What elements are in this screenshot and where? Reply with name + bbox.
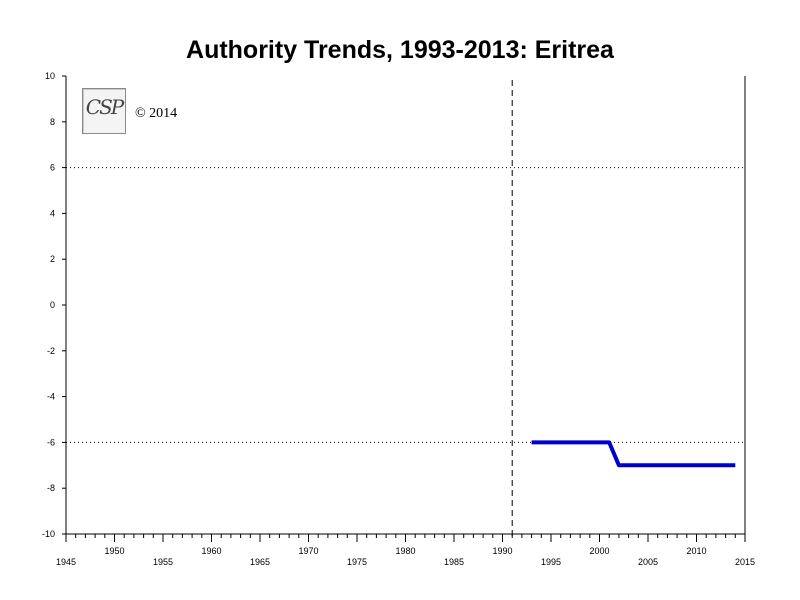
csp-logo: CSP bbox=[82, 88, 126, 134]
y-tick-label: 8 bbox=[50, 117, 55, 127]
y-tick-label: -4 bbox=[47, 392, 55, 402]
x-tick-label: 2015 bbox=[735, 557, 755, 567]
chart-title: Authority Trends, 1993-2013: Eritrea bbox=[186, 36, 614, 64]
x-tick-label: 1980 bbox=[395, 546, 415, 556]
x-tick-label: 2000 bbox=[589, 546, 609, 556]
x-tick-label: 1970 bbox=[298, 546, 318, 556]
x-tick-label: 1955 bbox=[153, 557, 173, 567]
y-tick-label: -2 bbox=[47, 346, 55, 356]
series-line bbox=[531, 440, 736, 468]
x-tick-label: 1995 bbox=[541, 557, 561, 567]
x-tick-label: 2005 bbox=[638, 557, 658, 567]
x-tick-label: 1965 bbox=[250, 557, 270, 567]
x-tick-label: 1960 bbox=[201, 546, 221, 556]
x-tick-label: 1975 bbox=[347, 557, 367, 567]
x-tick-label: 1985 bbox=[444, 557, 464, 567]
y-tick-label: 0 bbox=[50, 300, 55, 310]
y-tick-label: 10 bbox=[45, 71, 55, 81]
y-tick-label: 2 bbox=[50, 254, 55, 264]
x-tick-label: 2010 bbox=[686, 546, 706, 556]
x-tick-label: 1950 bbox=[104, 546, 124, 556]
x-tick-label: 1990 bbox=[492, 546, 512, 556]
y-tick-label: 6 bbox=[50, 163, 55, 173]
csp-logo-text: CSP bbox=[85, 95, 124, 119]
x-tick-label: 1945 bbox=[56, 557, 76, 567]
y-tick-label: 4 bbox=[50, 208, 55, 218]
y-tick-label: -6 bbox=[47, 437, 55, 447]
y-tick-label: -10 bbox=[42, 529, 55, 539]
copyright-text: © 2014 bbox=[135, 106, 178, 121]
y-tick-label: -8 bbox=[47, 483, 55, 493]
